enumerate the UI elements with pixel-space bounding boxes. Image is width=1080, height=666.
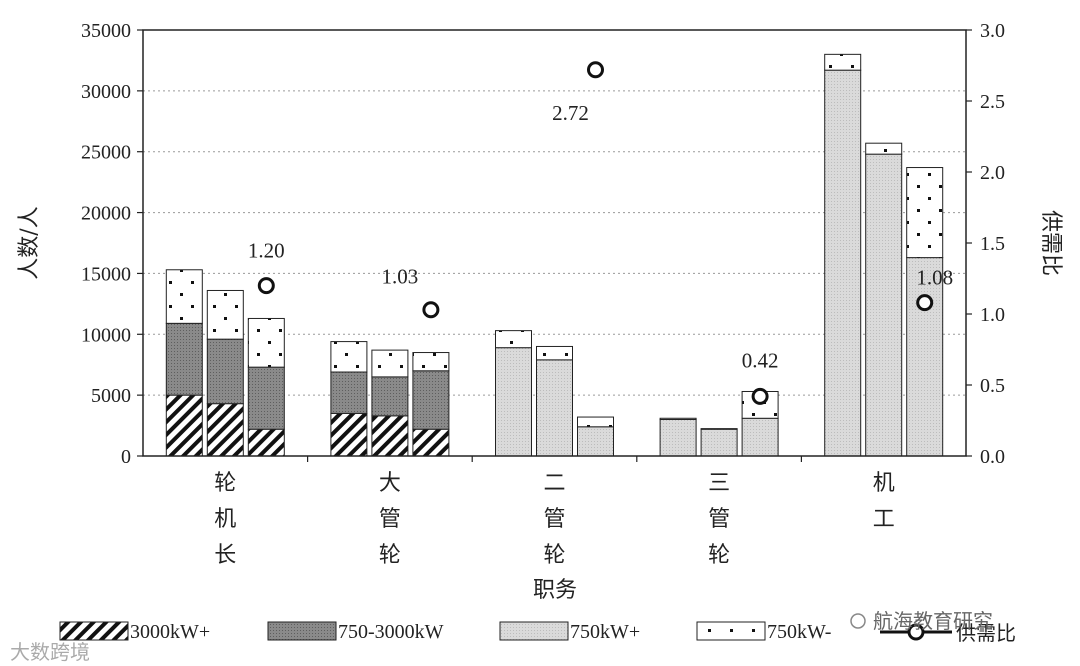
bar-segment-750kwminus — [824, 53, 862, 71]
bar-segment-750minus3000kw — [206, 338, 244, 405]
bar-segment-750kwminus — [371, 349, 409, 378]
watermark-corner: 大数跨境 — [10, 640, 90, 664]
bar-segment-3000kwplus — [165, 394, 203, 457]
bar-segment-750kwplus — [659, 418, 697, 457]
y-tick-label: 5000 — [91, 385, 131, 407]
watermark: 航海教育研究 — [850, 609, 993, 633]
watermark-text: 航海教育研究 — [873, 609, 993, 633]
ratio-label: 2.72 — [552, 101, 589, 125]
bar-segment-3000kwplus — [206, 403, 244, 457]
ratio-label: 1.08 — [916, 266, 953, 290]
bar-segment-750kwminus — [659, 417, 697, 420]
legend-label: 750kW- — [767, 621, 831, 643]
bar-segment-750kwminus — [865, 142, 903, 155]
category-label: 机工 — [873, 471, 895, 532]
y-tick-label: 25000 — [81, 142, 131, 164]
bar-segment-750kwplus — [824, 69, 862, 457]
watermark-corner-text: 大数跨境 — [10, 640, 90, 664]
bar-segment-750kwminus — [412, 352, 450, 372]
x-axis-categories: 轮机长 大管轮 二管轮 三管轮 机工 — [214, 456, 895, 568]
bar-segment-750kwminus — [906, 167, 944, 259]
bar-segment-3000kwplus — [330, 412, 368, 457]
bar-segment-750kwminus — [495, 330, 532, 349]
bar-segment-3000kwplus — [371, 415, 409, 457]
y2-tick-label: 1.0 — [980, 304, 1005, 326]
legend-swatch — [499, 621, 569, 641]
legend-label: 供需比 — [956, 622, 1016, 645]
ratio-marker — [257, 277, 275, 295]
bar-segment-750kwplus — [536, 359, 573, 457]
bar-segment-3000kwplus — [412, 428, 450, 457]
y-tick-label: 0 — [121, 446, 131, 468]
y-tick-label: 10000 — [81, 324, 131, 346]
bar-segment-750kwplus — [700, 428, 738, 457]
ratio-marker — [587, 61, 604, 79]
ratio-label: 1.03 — [382, 265, 419, 289]
bar-segment-750kwplus — [495, 347, 532, 457]
legend: 3000kW+ 750-3000kW 750kW+ 750kW- 供需比 — [59, 621, 1016, 645]
y2-tick-label: 2.5 — [980, 91, 1005, 113]
ratio-markers: 1.20 1.03 2.72 0.42 1.08 — [248, 61, 953, 405]
y-tick-label: 30000 — [81, 81, 131, 103]
bars-layer — [165, 53, 944, 457]
y2-tick-label: 3.0 — [980, 20, 1005, 42]
legend-label: 3000kW+ — [130, 621, 210, 643]
bar-segment-750kwminus — [700, 428, 738, 430]
bar-segment-750minus3000kw — [412, 370, 450, 430]
category-label: 大管轮 — [379, 471, 401, 568]
bar-segment-750kwplus — [741, 417, 779, 457]
ratio-marker — [751, 387, 769, 405]
y-axis-left: 0 5000 10000 15000 20000 25000 30000 35000 — [81, 20, 143, 468]
y-tick-label: 15000 — [81, 263, 131, 285]
category-label: 二管轮 — [543, 471, 565, 568]
ratio-marker — [916, 294, 934, 312]
wechat-icon — [850, 613, 866, 629]
legend-swatch — [267, 621, 337, 641]
bar-segment-750kwminus — [247, 317, 285, 368]
bar-segment-750kwplus — [865, 153, 903, 457]
y-tick-label: 35000 — [81, 20, 131, 42]
y2-tick-label: 0.0 — [980, 446, 1005, 468]
category-label: 三管轮 — [708, 471, 730, 568]
category-label: 轮机长 — [214, 471, 236, 568]
y-tick-label: 20000 — [81, 203, 131, 225]
ratio-marker — [422, 301, 440, 319]
bar-segment-750minus3000kw — [165, 322, 203, 396]
legend-swatch — [696, 621, 766, 641]
y2-tick-label: 1.5 — [980, 233, 1005, 255]
bar-segment-750kwminus — [206, 289, 244, 340]
legend-label: 750kW+ — [570, 621, 640, 643]
bar-segment-750kwminus — [536, 345, 573, 361]
x-axis-title: 职务 — [533, 578, 577, 603]
y2-tick-label: 0.5 — [980, 375, 1005, 397]
bar-segment-750kwplus — [577, 426, 614, 457]
y2-tick-label: 2.0 — [980, 162, 1005, 184]
y-axis-right: 0.0 0.5 1.0 1.5 2.0 2.5 3.0 — [966, 20, 1005, 468]
bar-segment-750kwminus — [165, 269, 203, 324]
legend-swatch — [59, 621, 129, 641]
legend-label: 750-3000kW — [338, 621, 444, 643]
ratio-label: 0.42 — [742, 348, 779, 372]
bar-segment-3000kwplus — [247, 428, 285, 457]
legend-swatch-marker — [907, 623, 925, 641]
bar-segment-750minus3000kw — [247, 366, 285, 430]
ratio-label: 1.20 — [248, 239, 285, 263]
bar-segment-750minus3000kw — [330, 371, 368, 414]
y-axis-title: 人数/人 — [17, 206, 42, 279]
bar-segment-750kwminus — [330, 341, 368, 373]
bar-segment-750kwminus — [577, 416, 614, 428]
bar-segment-750minus3000kw — [371, 376, 409, 417]
y2-axis-title: 供需比 — [1038, 210, 1063, 276]
